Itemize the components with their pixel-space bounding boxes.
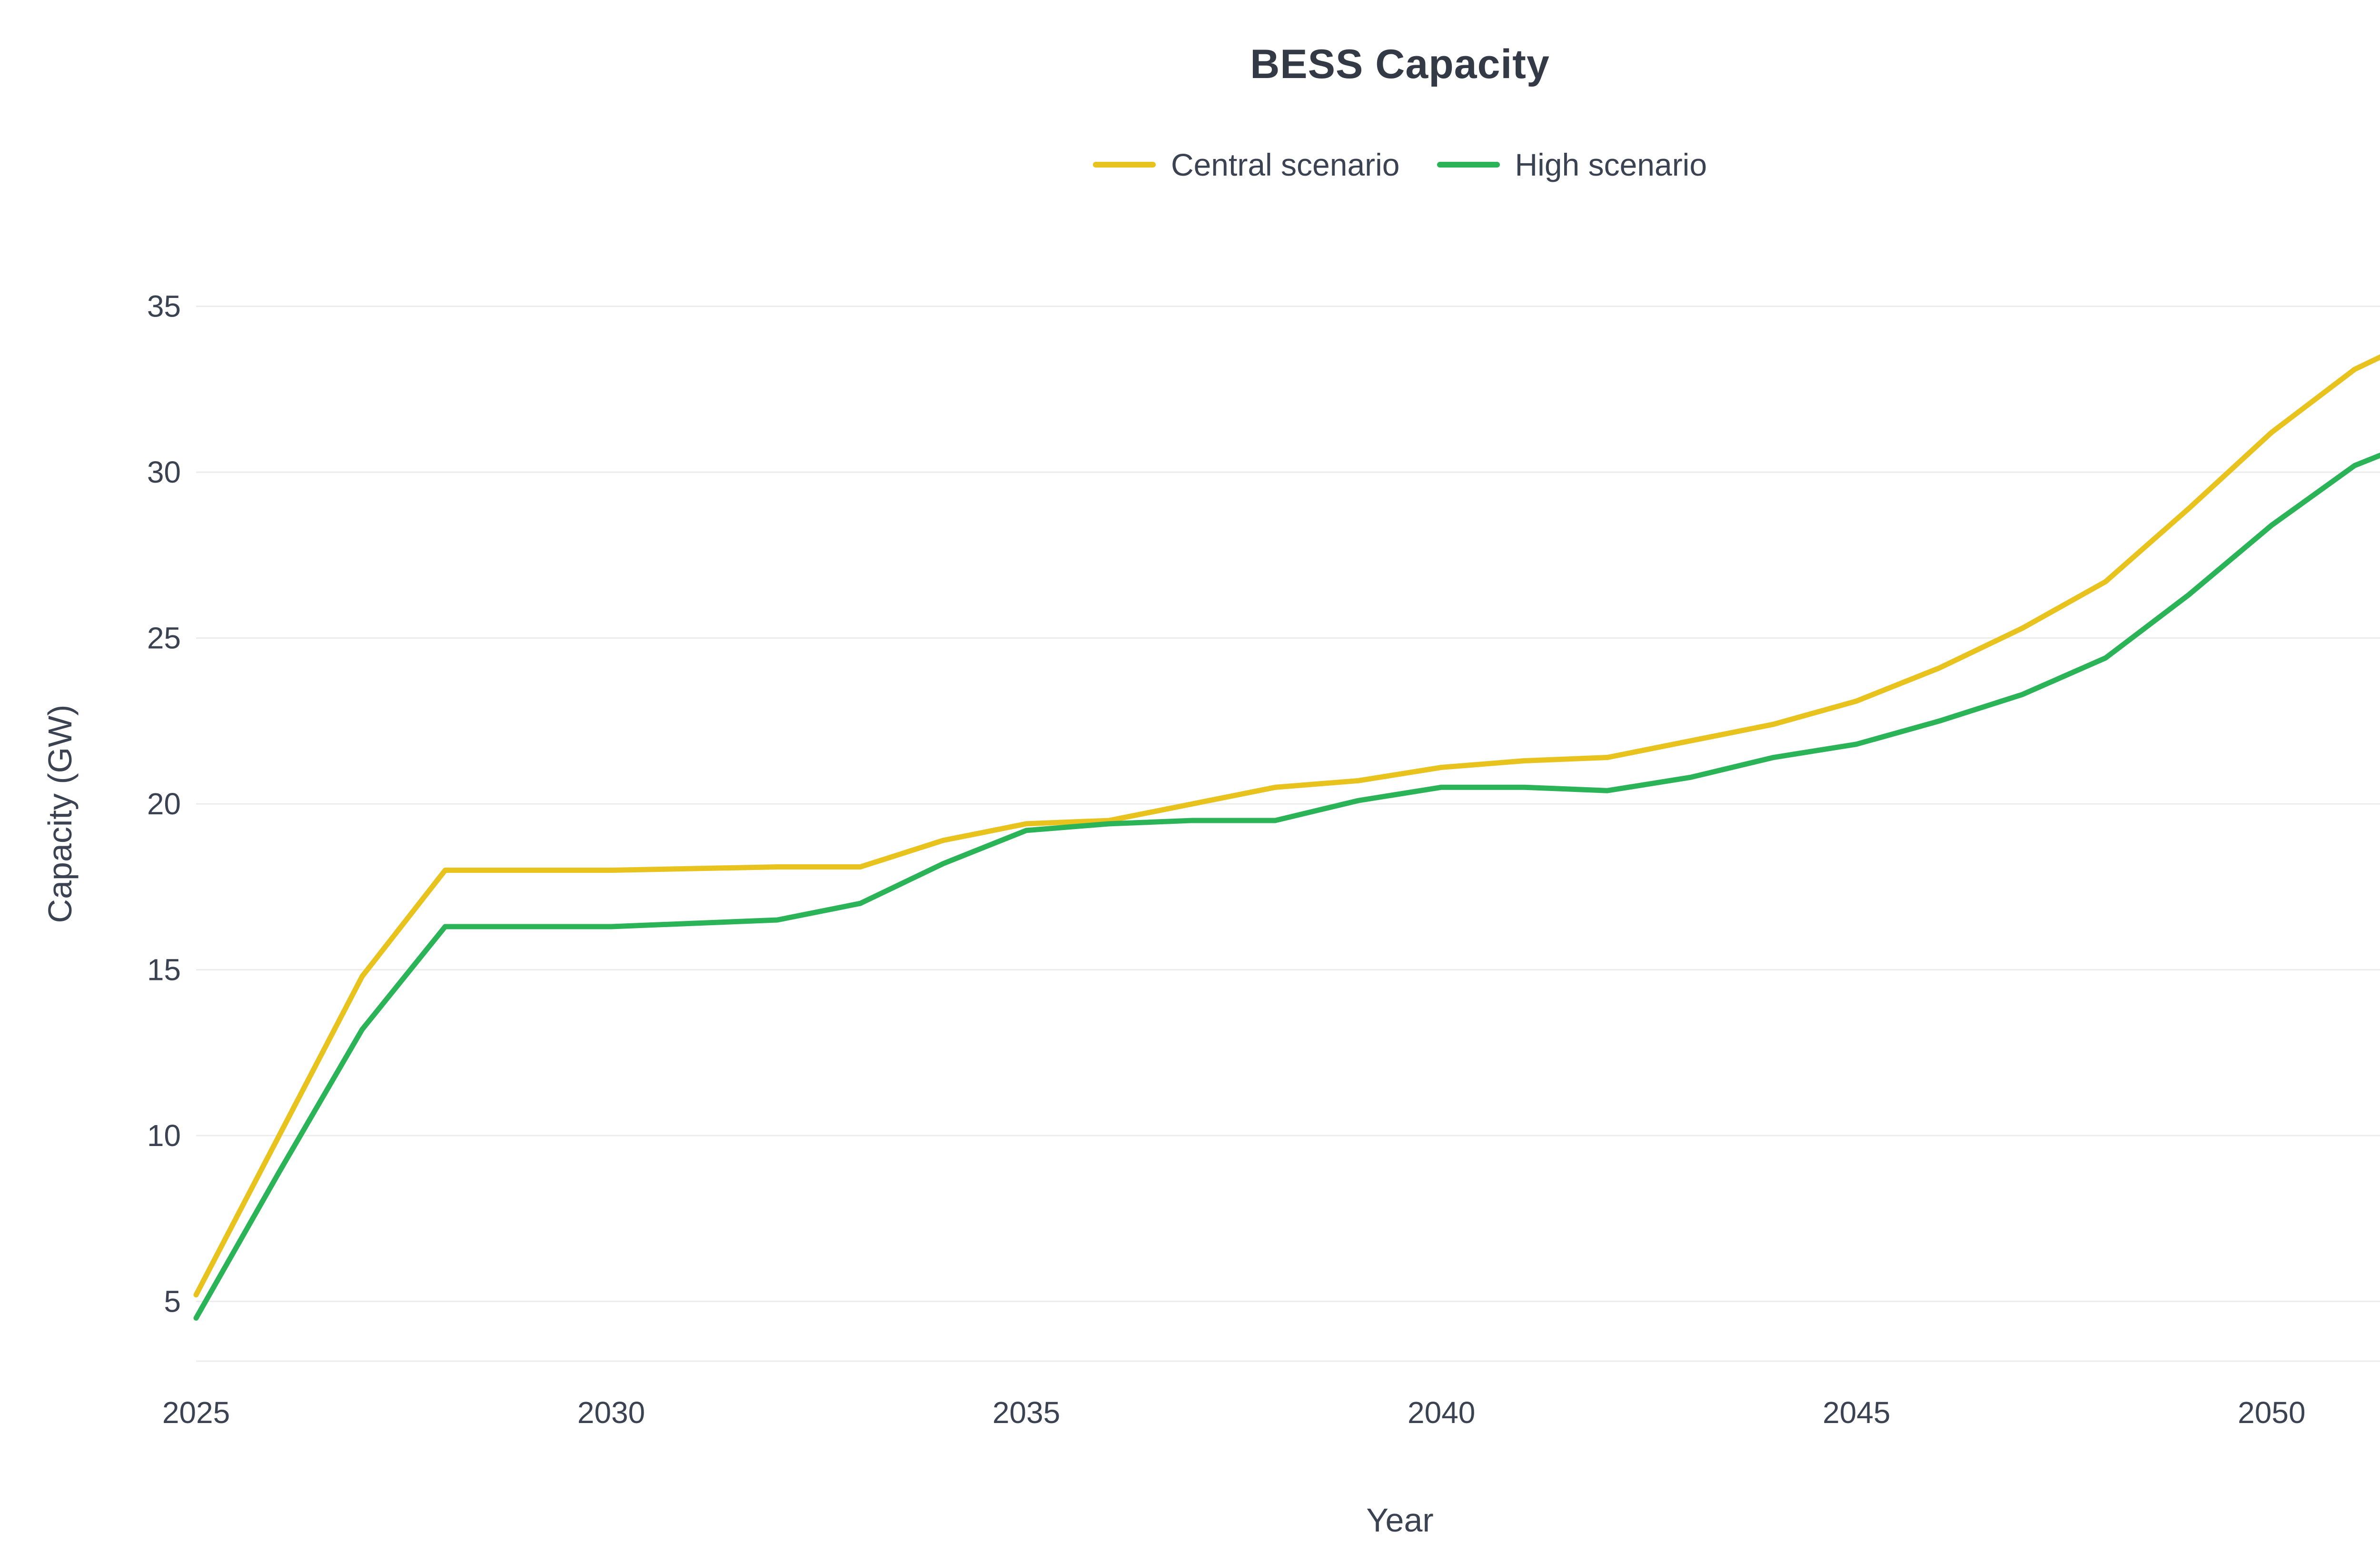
- high-scenario-label: High scenario: [1515, 147, 1707, 182]
- central-scenario-line-swatch: [1092, 162, 1156, 168]
- y-tick-label-15: 15: [147, 953, 181, 987]
- legend-item-high-scenario: High scenario: [1437, 147, 1707, 183]
- y-tick-label-25: 25: [147, 621, 181, 655]
- y-tick-label-35: 35: [147, 289, 181, 324]
- y-axis-title: Capacity (GW): [41, 705, 79, 923]
- high-scenario-line-swatch: [1437, 162, 1500, 168]
- y-tick-label-5: 5: [164, 1285, 181, 1319]
- y-tick-label-10: 10: [147, 1118, 181, 1153]
- x-tick-label-2040: 2040: [1408, 1395, 1475, 1430]
- x-axis-title: Year: [1366, 1502, 1433, 1539]
- chart-title: BESS Capacity: [1250, 41, 1550, 87]
- x-tick-label-2050: 2050: [2238, 1395, 2305, 1430]
- series-line-high-scenario: [193, 452, 2380, 1321]
- chart-legend: Central scenario High scenario: [196, 147, 2380, 183]
- y-tick-label-20: 20: [147, 787, 181, 821]
- central-scenario-label: Central scenario: [1170, 147, 1400, 182]
- gridlines: [196, 306, 2380, 1362]
- x-tick-label-2045: 2045: [1823, 1395, 1890, 1430]
- legend-item-central-scenario: Central scenario: [1092, 147, 1400, 183]
- x-tick-label-2025: 2025: [162, 1395, 230, 1430]
- series-line-central-scenario: [193, 354, 2380, 1298]
- y-tick-label-30: 30: [147, 455, 181, 489]
- x-tick-label-2035: 2035: [992, 1395, 1060, 1430]
- x-tick-label-2030: 2030: [577, 1395, 645, 1430]
- series-lines: [193, 354, 2380, 1321]
